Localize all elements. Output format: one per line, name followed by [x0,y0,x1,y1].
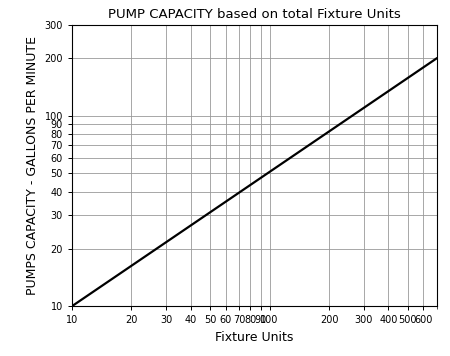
Title: PUMP CAPACITY based on total Fixture Units: PUMP CAPACITY based on total Fixture Uni… [108,8,400,21]
X-axis label: Fixture Units: Fixture Units [215,331,293,344]
Y-axis label: PUMPS CAPACITY - GALLONS PER MINUTE: PUMPS CAPACITY - GALLONS PER MINUTE [26,36,39,295]
